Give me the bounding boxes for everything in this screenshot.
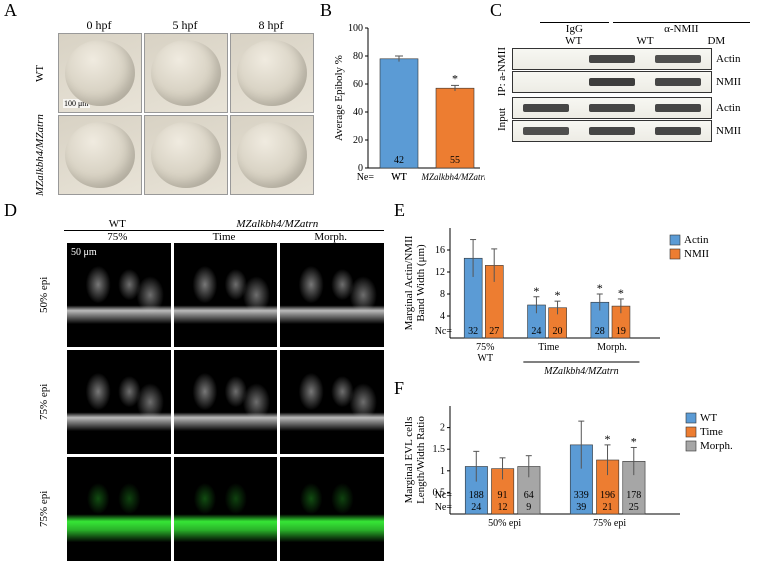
svg-text:39: 39 (576, 502, 586, 513)
panel-label-d: D (4, 200, 17, 221)
panel-label-a: A (4, 0, 17, 21)
svg-text:4: 4 (440, 311, 445, 322)
svg-text:27: 27 (489, 326, 499, 337)
svg-text:24: 24 (471, 502, 481, 513)
panelD-wtstage: 75% (64, 231, 171, 243)
panelD-sub-time: Time (171, 231, 278, 243)
svg-text:MZalkbh4/MZatrn: MZalkbh4/MZatrn (543, 366, 618, 377)
scale-bar-A: 100 μm (63, 99, 90, 108)
svg-text:Time: Time (538, 342, 559, 353)
panelA-col0: 0 hpf (56, 18, 142, 33)
svg-text:Marginal Actin/NMII: Marginal Actin/NMII (403, 235, 415, 330)
input-label: Input (492, 96, 512, 143)
embryo-wt-0hpf: 100 μm (58, 33, 142, 113)
svg-text:MZalkbh4/MZatrn: MZalkbh4/MZatrn (420, 172, 485, 182)
svg-text:1: 1 (440, 466, 445, 477)
svg-text:80: 80 (353, 51, 363, 62)
svg-text:50% epi: 50% epi (488, 518, 521, 529)
svg-text:Ne=: Ne= (357, 172, 375, 183)
svg-text:55: 55 (450, 155, 460, 166)
svg-text:Length/Width Ratio: Length/Width Ratio (415, 416, 427, 504)
svg-text:Marginal EVL cells: Marginal EVL cells (403, 417, 415, 504)
panel-a-embryo-images: 0 hpf 5 hpf 8 hpf WT 100 μm MZalkbh4/MZa… (24, 18, 314, 195)
svg-text:32: 32 (468, 326, 478, 337)
svg-text:NMII: NMII (684, 248, 709, 260)
panelA-row1: MZalkbh4/MZatrn (24, 115, 56, 195)
svg-text:*: * (605, 432, 611, 446)
svg-text:188: 188 (469, 490, 484, 501)
svg-text:Nc=: Nc= (435, 326, 453, 337)
svg-text:Nc=: Nc= (435, 490, 453, 501)
svg-text:75%: 75% (476, 342, 494, 353)
svg-text:*: * (555, 288, 561, 302)
embryo-mz-5hpf (144, 115, 228, 195)
svg-text:*: * (631, 434, 637, 448)
svg-text:12: 12 (498, 502, 508, 513)
svg-text:Time: Time (700, 426, 723, 438)
svg-text:339: 339 (574, 490, 589, 501)
panel-label-c: C (490, 0, 502, 21)
svg-text:21: 21 (603, 502, 613, 513)
svg-text:91: 91 (498, 490, 508, 501)
svg-text:*: * (533, 284, 539, 298)
panelA-col2: 8 hpf (228, 18, 314, 33)
lane-dm-nmii: DM (681, 35, 752, 47)
embryo-wt-5hpf (144, 33, 228, 113)
svg-text:Morph.: Morph. (597, 342, 627, 353)
lane-wt-nmii: WT (609, 35, 680, 47)
svg-text:Average Epiboly %: Average Epiboly % (333, 55, 345, 141)
svg-text:42: 42 (394, 155, 404, 166)
panel-d-fluorescence: WT MZalkbh4/MZatrn 75% Time Morph. 50% e… (24, 218, 384, 561)
svg-text:Morph.: Morph. (700, 440, 733, 452)
panelA-col1: 5 hpf (142, 18, 228, 33)
svg-text:WT: WT (478, 353, 494, 364)
svg-text:12: 12 (435, 267, 445, 278)
panel-c-western-blot: IgG α-NMII WT WT DM IP: a-NMII ActinNMII… (492, 22, 752, 192)
svg-text:20: 20 (553, 326, 563, 337)
svg-text:75% epi: 75% epi (593, 518, 626, 529)
svg-text:20: 20 (353, 135, 363, 146)
svg-text:WT: WT (391, 172, 407, 183)
svg-text:Ne=: Ne= (435, 502, 453, 513)
svg-text:196: 196 (600, 490, 615, 501)
lane-wt-igg: WT (538, 35, 609, 47)
svg-text:25: 25 (629, 502, 639, 513)
panelD-grp-mz: MZalkbh4/MZatrn (171, 218, 384, 231)
svg-text:100: 100 (348, 23, 363, 34)
svg-text:60: 60 (353, 79, 363, 90)
svg-text:Band Width (μm): Band Width (μm) (415, 244, 427, 322)
panelA-row0: WT (24, 33, 56, 113)
embryo-mz-0hpf (58, 115, 142, 195)
svg-text:28: 28 (595, 326, 605, 337)
svg-text:WT: WT (700, 412, 717, 424)
svg-text:*: * (618, 286, 624, 300)
embryo-wt-8hpf (230, 33, 314, 113)
svg-text:9: 9 (526, 502, 531, 513)
embryo-mz-8hpf (230, 115, 314, 195)
svg-text:19: 19 (616, 326, 626, 337)
blot-group-igg: IgG (540, 22, 609, 35)
svg-text:178: 178 (626, 490, 641, 501)
svg-text:2: 2 (440, 423, 445, 434)
panelD-sub-morph: Morph. (277, 231, 384, 243)
svg-text:*: * (597, 281, 603, 295)
svg-text:40: 40 (353, 107, 363, 118)
svg-text:*: * (452, 71, 458, 85)
svg-text:24: 24 (531, 326, 541, 337)
ip-label: IP: a-NMII (492, 47, 512, 96)
svg-text:Actin: Actin (684, 234, 709, 246)
panel-e-bar-chart: 4 8 12 16 Marginal Actin/NMIIBand Width (μm)… (400, 218, 750, 383)
panel-f-bar-chart: 0.511.52Marginal EVL cellsLength/Width R… (400, 396, 750, 556)
panelD-grp-wt: WT (64, 218, 171, 231)
blot-group-nmii: α-NMII (613, 22, 750, 35)
svg-text:64: 64 (524, 490, 534, 501)
panel-b-bar-chart: 020406080100Average Epiboly %42WT55*Ne=M… (330, 18, 485, 198)
svg-text:8: 8 (440, 289, 445, 300)
svg-text:16: 16 (435, 245, 445, 256)
svg-text:1.5: 1.5 (433, 444, 446, 455)
